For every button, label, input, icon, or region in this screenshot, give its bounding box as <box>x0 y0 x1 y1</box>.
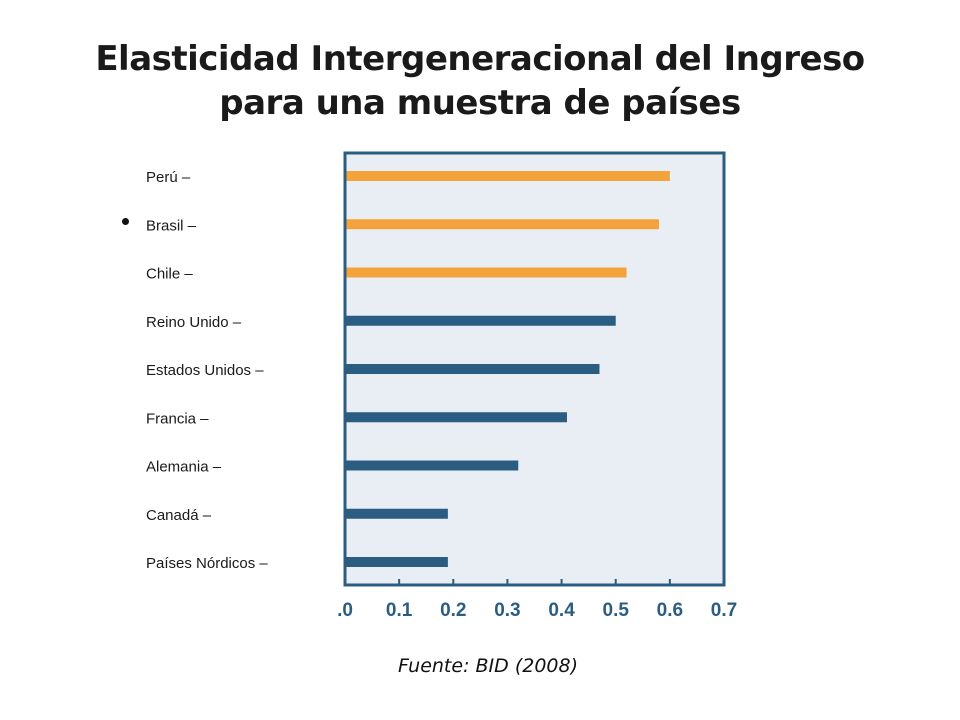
x-tick-label: 0.2 <box>440 600 466 621</box>
x-tick-label: .0 <box>337 600 353 621</box>
x-tick-label: 0.4 <box>548 600 575 621</box>
plot-border <box>343 151 726 587</box>
category-label: Alemania – <box>146 459 222 476</box>
bar <box>345 219 660 230</box>
bar <box>345 364 600 374</box>
source-note: Fuente: BID (2008) <box>398 655 578 677</box>
category-labels: Perú – Brasil – Chile – Reino Unido – Estado… <box>146 169 268 572</box>
category-label: Chile – <box>146 266 193 283</box>
category-label: Perú – <box>146 169 191 186</box>
bullet-point <box>122 218 129 225</box>
bar <box>345 412 567 423</box>
bar <box>345 315 616 326</box>
bar <box>345 460 519 471</box>
category-label: Estados Unidos – <box>146 362 264 379</box>
chart-title-line-1: Elasticidad Intergeneracional del Ingres… <box>95 38 865 79</box>
chart-title: Elasticidad Intergeneracional del Ingres… <box>0 37 960 125</box>
category-label: Reino Unido – <box>146 314 242 331</box>
bar <box>345 508 448 519</box>
chart-title-line-2: para una muestra de países <box>219 82 741 123</box>
category-label: Brasil – <box>146 217 197 234</box>
bar <box>345 557 448 567</box>
x-tick-label: 0.1 <box>386 600 413 621</box>
category-label: Países Nórdicos – <box>146 555 268 572</box>
x-tick-label: 0.6 <box>657 600 683 621</box>
plot-frame <box>343 151 726 587</box>
category-label: Francia – <box>146 410 209 427</box>
bar <box>345 171 670 181</box>
bar <box>345 267 627 278</box>
bars-group <box>345 171 670 567</box>
x-tick-label: 0.7 <box>711 600 737 621</box>
x-tick-label: 0.3 <box>494 600 520 621</box>
x-tick-label: 0.5 <box>603 600 630 621</box>
category-label: Canadá – <box>146 507 212 524</box>
